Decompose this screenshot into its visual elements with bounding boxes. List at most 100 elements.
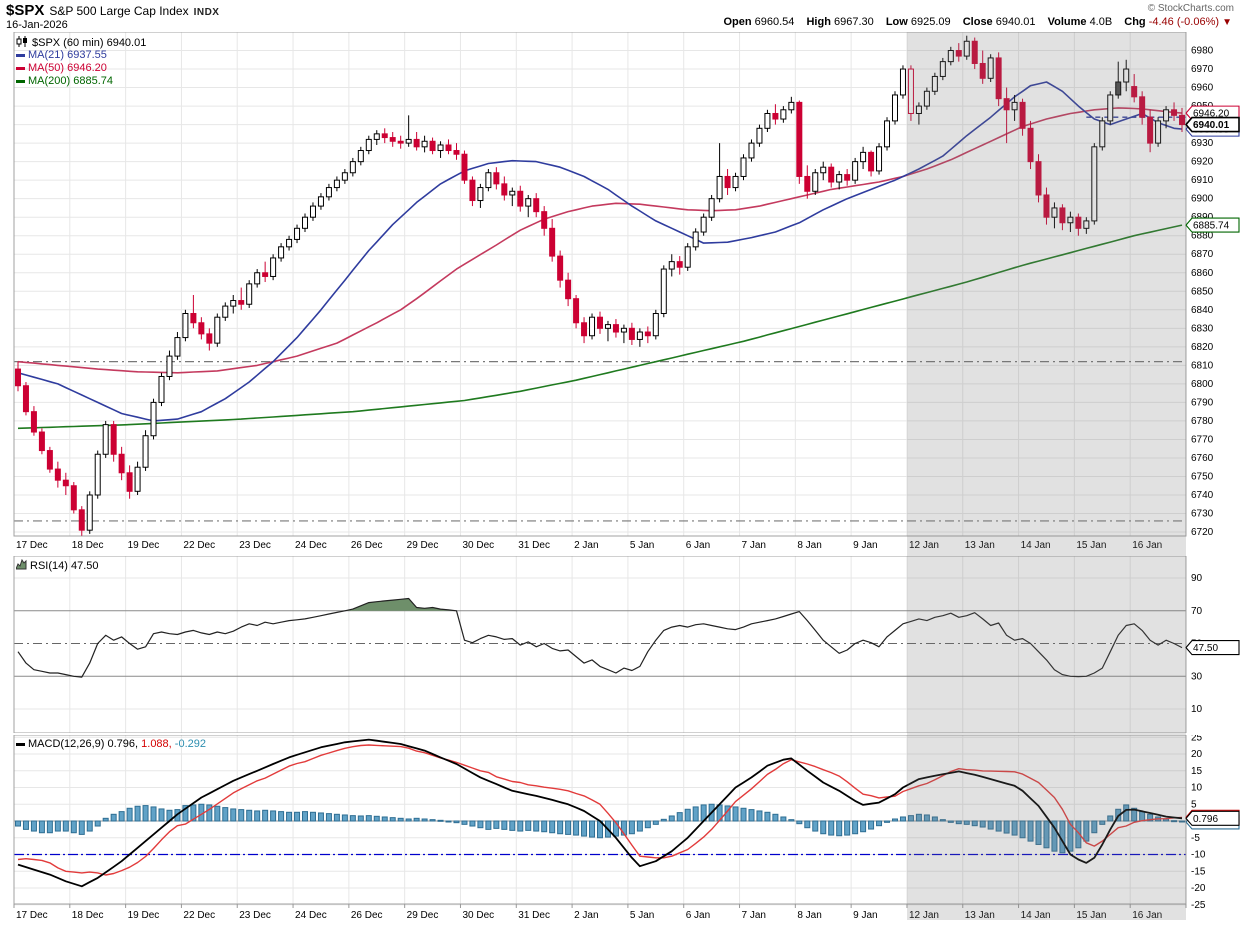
histogram-bar <box>812 820 819 832</box>
histogram-bar <box>525 820 532 831</box>
histogram-bar <box>995 820 1002 832</box>
candle-body <box>501 183 508 196</box>
histogram-bar <box>1035 820 1042 845</box>
x-axis-label: 18 Dec <box>71 910 104 921</box>
x-axis-label: 23 Dec <box>239 910 271 921</box>
candle-body <box>692 231 699 248</box>
y-tick-label: 6900 <box>1191 194 1214 205</box>
histogram-bar <box>868 820 875 830</box>
y-tick-label: 6770 <box>1191 434 1214 445</box>
histogram-bar <box>190 804 197 822</box>
candle-body <box>373 133 380 140</box>
candle-body <box>46 450 53 470</box>
histogram-bar <box>469 820 476 827</box>
candle-body <box>939 61 946 77</box>
x-axis-label: 12 Jan <box>908 540 939 551</box>
histogram-bar <box>110 813 117 822</box>
candle-body <box>1147 116 1154 144</box>
y-tick-label: 15 <box>1191 766 1203 777</box>
candle-body <box>828 166 835 183</box>
histogram-bar <box>899 816 906 822</box>
candle-body <box>294 227 301 240</box>
histogram-bar <box>876 820 883 827</box>
high-label: High <box>806 16 831 28</box>
candle-body <box>1163 109 1170 122</box>
candle-body <box>142 435 149 468</box>
y-tick-label: -15 <box>1191 866 1206 877</box>
ma50-line <box>17 107 1183 374</box>
histogram-bar <box>238 809 245 822</box>
histogram-bar <box>477 820 484 829</box>
histogram-bar <box>517 820 524 832</box>
candle-body <box>891 94 898 122</box>
candle-body <box>573 298 580 324</box>
legend-ma21-label: MA(21) 6937.55 <box>28 49 107 61</box>
histogram-bar <box>413 817 420 822</box>
x-axis-label: 8 Jan <box>797 540 822 551</box>
rsi-line <box>17 597 1183 678</box>
candle-body <box>1179 114 1186 126</box>
candle-body <box>923 90 930 107</box>
histogram-bar <box>589 820 596 838</box>
histogram-bar <box>46 820 53 834</box>
histogram-bar <box>668 815 675 822</box>
candle-body <box>1155 120 1162 144</box>
x-axis-label: 16 Jan <box>1132 910 1163 921</box>
candle-body <box>541 211 548 229</box>
chg-value: -4.46 (-0.06%) <box>1148 16 1220 28</box>
x-axis-label: 2 Jan <box>574 540 599 551</box>
histogram-bar <box>1099 820 1106 825</box>
macd-panel: 25 20 15 10 5 -5 -10 -15 -20 -25 0.796 <box>13 735 1240 908</box>
histogram-bar <box>302 811 309 822</box>
histogram-bar <box>1091 820 1098 834</box>
candle-body <box>700 216 707 233</box>
histogram-bar <box>22 820 29 830</box>
candle-body <box>134 466 141 492</box>
candle-body <box>421 140 428 148</box>
candle-body <box>246 283 253 305</box>
histogram-bar <box>501 820 508 830</box>
close-label: Close <box>962 16 993 28</box>
histogram-bar <box>405 818 412 822</box>
candle-body <box>636 331 643 340</box>
y-tick-label: 6910 <box>1191 175 1214 186</box>
candle-body <box>995 57 1002 100</box>
x-axis-label: 14 Jan <box>1020 910 1051 921</box>
histogram-bar <box>1139 811 1146 822</box>
x-axis-label: 6 Jan <box>685 910 711 921</box>
candle-body <box>254 272 261 285</box>
histogram-bar <box>955 820 962 825</box>
histogram-bar <box>54 820 61 832</box>
histogram-bar <box>541 820 548 833</box>
histogram-bar <box>1123 804 1130 822</box>
histogram-bar <box>30 820 37 832</box>
candle-body <box>565 279 572 300</box>
x-axis-label: 14 Jan <box>1020 540 1051 551</box>
histogram-bar <box>891 818 898 822</box>
candle-body <box>38 431 45 452</box>
main-price-chart: 6980697069606950694069306920691069006890… <box>13 32 1240 538</box>
chart-title: $SPX S&P 500 Large Cap Index INDX <box>6 2 219 20</box>
candle-body <box>333 179 340 189</box>
ma21-swatch <box>16 53 25 57</box>
histogram-bar <box>70 820 77 834</box>
x-axis-label: 24 Dec <box>295 910 327 921</box>
candle-body <box>987 57 994 79</box>
histogram-bar <box>1107 815 1114 822</box>
chart-date: 16-Jan-2026 <box>6 19 68 31</box>
candle-body <box>110 424 117 455</box>
macd-value: 0.796, <box>107 738 139 750</box>
rsi-value-tag: 47.50 <box>1185 640 1240 656</box>
histogram-bar <box>437 819 444 822</box>
candle-body <box>214 316 221 344</box>
x-axis-label: 13 Jan <box>964 540 995 551</box>
histogram-bar <box>931 816 938 822</box>
histogram-bar <box>652 820 659 825</box>
x-axis-labels-macd: 17 Dec 18 Dec 19 Dec 22 Dec 23 Dec 24 Dec 26 D… <box>0 910 1240 924</box>
histogram-bar <box>581 820 588 837</box>
histogram-bar <box>294 811 301 822</box>
chg-down-triangle-icon: ▼ <box>1222 17 1232 28</box>
histogram-bar <box>1131 807 1138 822</box>
candle-body <box>1019 101 1026 129</box>
candle-body <box>812 172 819 192</box>
